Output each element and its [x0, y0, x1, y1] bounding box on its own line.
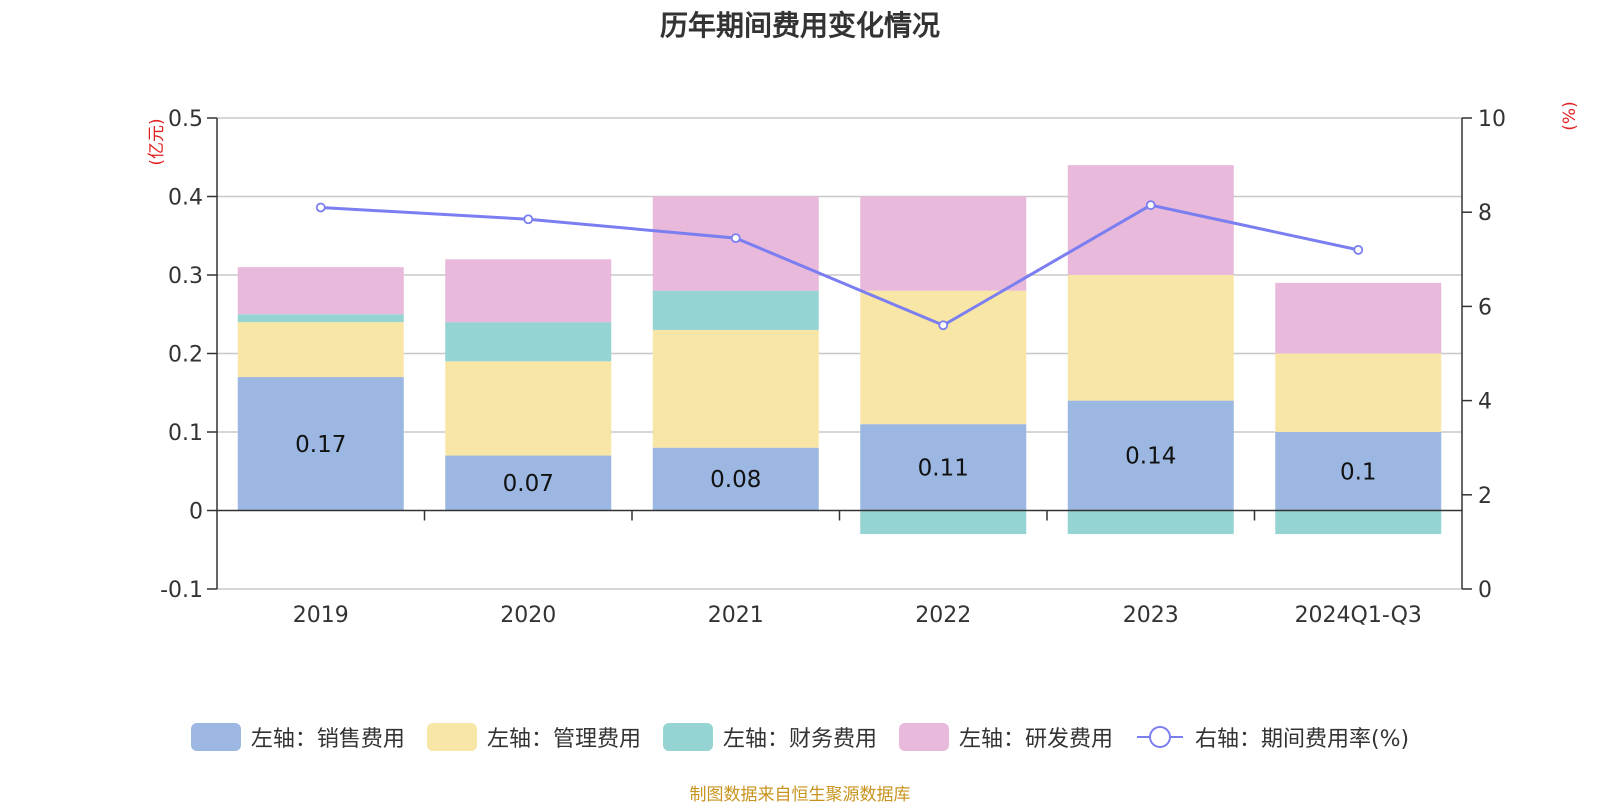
grid-lines — [217, 117, 1462, 590]
legend-label-admin: 左轴：管理费用 — [486, 727, 641, 752]
left-axis-unit-label: (亿元) — [147, 118, 167, 165]
right-tick-label-3: 4 — [1478, 390, 1492, 415]
data-label-sales-2019: 0.17 — [295, 432, 346, 458]
bar-sales-2020 — [445, 455, 612, 511]
x-tick-label-4: 2023 — [1123, 603, 1179, 628]
bar-finance-2021 — [652, 290, 819, 330]
left-tick-label-4: 0.1 — [168, 421, 203, 446]
legend-label-sales: 左轴：销售费用 — [250, 727, 405, 752]
axes: 0.5 0.4 0.3 0.2 0.1 0 -0.1 10 8 6 4 2 0 2019 2020 2021 2… — [147, 101, 1580, 628]
rate-point-2024Q1-Q3 — [1353, 244, 1364, 255]
rate-point-2021 — [730, 233, 741, 244]
bar-finance-2023 — [1067, 510, 1234, 535]
line-marker-icon — [1136, 726, 1183, 748]
bar-rnd-2019 — [237, 267, 404, 315]
left-tick-label-0: 0.5 — [168, 107, 203, 132]
bar-sales-2023 — [1067, 400, 1234, 511]
legend-item-rate[interactable]: 右轴：期间费用率(%) — [1135, 721, 1409, 753]
right-tick-label-2: 6 — [1478, 295, 1492, 320]
bar-rnd-2023 — [1067, 165, 1234, 275]
x-tick-label-2: 2021 — [708, 603, 764, 628]
chart-title: 历年期间费用变化情况 — [659, 9, 940, 42]
bar-finance-2019 — [237, 314, 404, 323]
data-label-sales-2021: 0.08 — [710, 467, 761, 493]
legend-swatch-sales — [190, 723, 241, 751]
bars — [237, 165, 1442, 535]
left-tick-label-3: 0.2 — [168, 343, 203, 368]
right-tick-label-1: 8 — [1478, 201, 1492, 226]
bar-sales-2021 — [652, 447, 819, 511]
bar-admin-2022 — [860, 290, 1027, 425]
left-tick-label-2: 0.3 — [168, 264, 203, 289]
rate-point-2022 — [938, 320, 949, 331]
bar-rnd-2021 — [652, 196, 819, 291]
x-tick-label-5: 2024Q1-Q3 — [1295, 603, 1422, 628]
legend-item-finance[interactable]: 左轴：财务费用 — [662, 721, 877, 753]
legend-item-sales[interactable]: 左轴：销售费用 — [190, 721, 405, 753]
legend-swatch-finance — [662, 723, 713, 751]
bar-sales-2024Q1-Q3 — [1275, 432, 1442, 511]
rate-point-2020 — [523, 214, 534, 225]
data-labels: 0.17 0.07 0.08 0.11 0.14 0.1 — [295, 432, 1376, 497]
bar-rnd-2020 — [445, 259, 612, 323]
x-tick-label-0: 2019 — [293, 603, 349, 628]
data-label-sales-2022: 0.11 — [918, 455, 969, 481]
data-label-sales-2023: 0.14 — [1125, 444, 1176, 470]
legend: 左轴：销售费用 左轴：管理费用 左轴：财务费用 左轴：研发费用 右轴：期间费用率… — [0, 720, 1600, 754]
data-label-sales-2024Q1-Q3: 0.1 — [1340, 459, 1377, 485]
bar-sales-2019 — [237, 377, 404, 511]
left-tick-label-5: 0 — [189, 500, 203, 525]
bar-rnd-2024Q1-Q3 — [1275, 282, 1442, 354]
source-note: 制图数据来自恒生聚源数据库 — [689, 785, 911, 805]
chart-plot: 0.5 0.4 0.3 0.2 0.1 0 -0.1 10 8 6 4 2 0 2019 2020 2021 2… — [147, 101, 1580, 628]
rate-line-path — [320, 203, 1359, 327]
x-tick-label-3: 2022 — [915, 603, 971, 628]
legend-swatch-rnd — [898, 723, 949, 751]
bar-admin-2019 — [237, 322, 404, 378]
left-tick-label-6: -0.1 — [160, 578, 203, 603]
bar-admin-2023 — [1067, 275, 1234, 401]
x-tick-label-1: 2020 — [500, 603, 556, 628]
bar-rnd-2022 — [860, 196, 1027, 291]
bar-finance-2024Q1-Q3 — [1275, 510, 1442, 535]
legend-label-finance: 左轴：财务费用 — [722, 727, 877, 752]
bar-finance-2020 — [445, 322, 612, 362]
right-tick-label-4: 2 — [1478, 484, 1492, 509]
legend-swatch-admin — [426, 723, 477, 751]
legend-label-rate: 右轴：期间费用率(%) — [1194, 727, 1410, 752]
bar-admin-2020 — [445, 361, 612, 456]
right-axis-unit-label: (%) — [1560, 101, 1580, 130]
legend-item-rnd[interactable]: 左轴：研发费用 — [898, 721, 1113, 753]
rate-point-2019 — [315, 202, 326, 213]
rate-line — [315, 200, 1364, 331]
left-tick-label-1: 0.4 — [168, 186, 203, 211]
bar-finance-2022 — [860, 510, 1027, 535]
data-label-sales-2020: 0.07 — [503, 471, 554, 497]
legend-item-admin[interactable]: 左轴：管理费用 — [426, 721, 641, 753]
right-tick-label-0: 10 — [1478, 107, 1506, 132]
legend-label-rnd: 左轴：研发费用 — [958, 727, 1113, 752]
rate-point-2023 — [1145, 200, 1156, 211]
bar-admin-2024Q1-Q3 — [1275, 353, 1442, 432]
right-tick-label-5: 0 — [1478, 578, 1492, 603]
bar-admin-2021 — [652, 329, 819, 448]
bar-sales-2022 — [860, 424, 1027, 511]
